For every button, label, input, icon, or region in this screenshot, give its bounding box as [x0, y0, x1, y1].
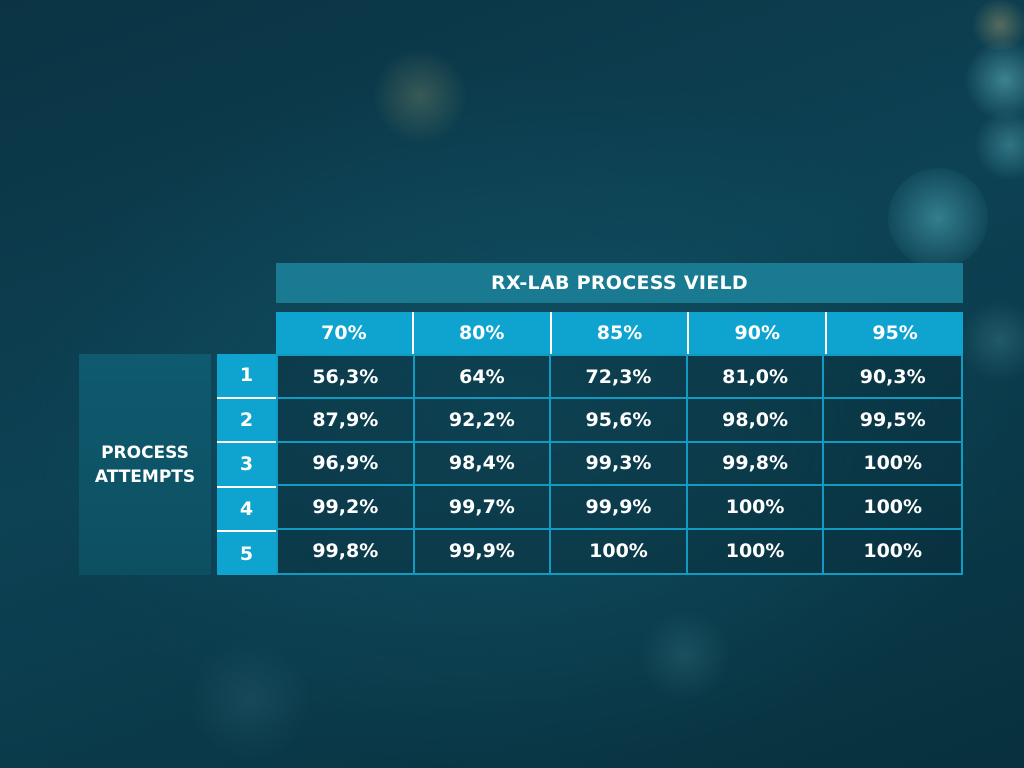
- table-cell: 100%: [863, 540, 923, 563]
- row-index: 3: [217, 441, 276, 486]
- table-cell: 99,5%: [824, 399, 961, 443]
- column-header-row: 70% 80% 85% 90% 95%: [276, 312, 963, 354]
- table-cell: 90,3%: [824, 356, 961, 400]
- row-index: 4: [217, 485, 276, 531]
- table-cell: 100%: [687, 486, 825, 530]
- row-axis-label-line: PROCESS: [101, 442, 189, 463]
- table-title: RX-LAB PROCESS VIELD: [276, 263, 963, 303]
- bokeh-light: [970, 0, 1024, 50]
- bokeh-light: [888, 168, 988, 268]
- table-cell: 100%: [824, 486, 961, 530]
- yield-table-grid: 56,3% 64% 72,3% 81,0% 90,3% 87,9% 92,2% 95,6% 98…: [276, 354, 963, 575]
- table-cell: 72,3%: [551, 356, 688, 400]
- table-cell: 99,8%: [278, 529, 415, 573]
- column-header: 80%: [411, 312, 550, 354]
- bokeh-light: [960, 300, 1024, 380]
- table-cell: 95,6%: [551, 399, 688, 443]
- table-cell: 98,0%: [687, 399, 825, 443]
- bokeh-light: [975, 110, 1024, 180]
- bokeh-light: [190, 640, 310, 760]
- table-cell: 99,3%: [551, 442, 688, 487]
- table-cell: 99,9%: [551, 486, 688, 530]
- table-cell: 56,3%: [278, 356, 415, 400]
- table-cell: 92,2%: [414, 399, 552, 443]
- column-header: 85%: [549, 312, 688, 354]
- table-cell: 100%: [688, 529, 825, 573]
- table-cell: 64%: [414, 356, 552, 400]
- bokeh-light: [372, 48, 468, 144]
- table-cell: 98,4%: [414, 442, 552, 487]
- row-index: 1: [239, 364, 254, 387]
- table-cell: 99,7%: [414, 486, 552, 530]
- row-axis-label: PROCESS ATTEMPTS: [79, 354, 211, 575]
- row-index-column: 1 2 3 4 5: [217, 354, 276, 575]
- table-cell: 99,8%: [687, 442, 825, 487]
- table-cell: 99,9%: [415, 529, 552, 573]
- column-header: 95%: [825, 312, 963, 354]
- row-axis-label-line: ATTEMPTS: [94, 466, 196, 487]
- table-cell: 99,2%: [278, 486, 415, 530]
- column-header: 70%: [321, 322, 367, 344]
- table-cell: 96,9%: [278, 442, 415, 487]
- row-index: 2: [217, 396, 276, 442]
- table-cell: 100%: [551, 529, 688, 573]
- bokeh-light: [640, 610, 730, 700]
- bokeh-light: [965, 40, 1024, 120]
- column-header: 90%: [687, 312, 825, 354]
- table-cell: 87,9%: [278, 399, 415, 443]
- table-cell: 100%: [824, 443, 961, 487]
- row-index: 5: [217, 530, 276, 575]
- table-cell: 81,0%: [687, 356, 825, 400]
